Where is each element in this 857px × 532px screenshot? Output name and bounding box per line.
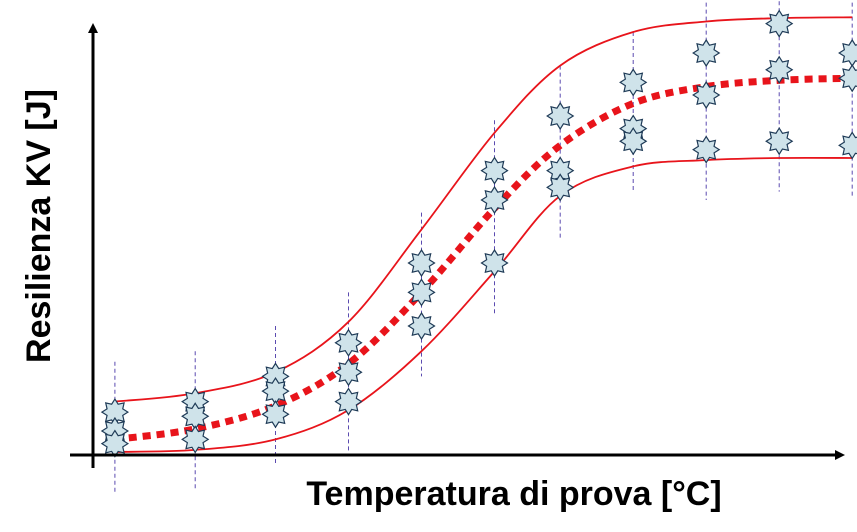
data-point <box>100 429 130 458</box>
data-point <box>407 278 436 307</box>
data-point <box>765 9 794 38</box>
data-point <box>480 185 509 215</box>
data-point <box>181 425 210 454</box>
data-points <box>100 9 857 458</box>
axes <box>70 23 845 468</box>
data-point <box>765 127 794 156</box>
data-point <box>692 38 721 68</box>
data-point <box>334 328 363 357</box>
x-axis-label: Temperatura di prova [°C] <box>306 475 721 513</box>
data-point <box>546 173 575 202</box>
data-point <box>334 358 363 387</box>
data-point <box>838 64 857 93</box>
data-point <box>838 131 857 160</box>
data-point <box>546 101 575 131</box>
data-point <box>480 156 509 185</box>
data-point <box>619 68 648 97</box>
data-point <box>765 55 794 84</box>
data-point <box>692 135 721 164</box>
upper-band-line <box>114 16 853 403</box>
data-point <box>480 248 509 278</box>
mean-curve-group <box>114 74 853 443</box>
mean-curve <box>114 74 853 443</box>
data-point <box>838 38 857 68</box>
data-point <box>407 311 436 341</box>
data-point <box>334 387 363 416</box>
data-point <box>407 248 436 278</box>
guide-lines <box>114 0 853 492</box>
data-point <box>619 127 648 156</box>
y-axis-label: Resilienza KV [J] <box>20 89 58 363</box>
data-point <box>261 400 290 429</box>
data-point <box>692 80 721 110</box>
